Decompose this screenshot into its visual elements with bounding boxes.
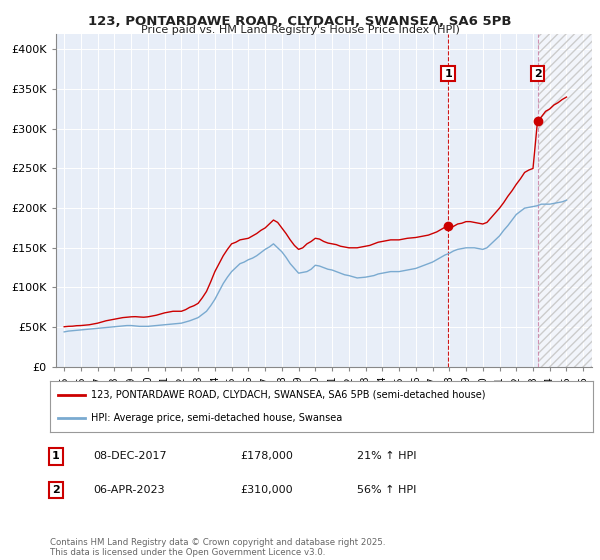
Bar	[538, 34, 592, 367]
Text: £310,000: £310,000	[240, 485, 293, 495]
Text: £178,000: £178,000	[240, 451, 293, 461]
Text: 21% ↑ HPI: 21% ↑ HPI	[357, 451, 416, 461]
Text: 2: 2	[533, 68, 541, 78]
Text: 08-DEC-2017: 08-DEC-2017	[93, 451, 167, 461]
Text: 123, PONTARDAWE ROAD, CLYDACH, SWANSEA, SA6 5PB (semi-detached house): 123, PONTARDAWE ROAD, CLYDACH, SWANSEA, …	[91, 390, 485, 400]
Text: 2: 2	[52, 485, 59, 495]
Text: 06-APR-2023: 06-APR-2023	[93, 485, 164, 495]
Text: 56% ↑ HPI: 56% ↑ HPI	[357, 485, 416, 495]
Text: 123, PONTARDAWE ROAD, CLYDACH, SWANSEA, SA6 5PB: 123, PONTARDAWE ROAD, CLYDACH, SWANSEA, …	[88, 15, 512, 27]
Text: HPI: Average price, semi-detached house, Swansea: HPI: Average price, semi-detached house,…	[91, 413, 342, 423]
Text: 1: 1	[52, 451, 59, 461]
Text: 1: 1	[444, 68, 452, 78]
Text: Contains HM Land Registry data © Crown copyright and database right 2025.
This d: Contains HM Land Registry data © Crown c…	[50, 538, 385, 557]
Text: Price paid vs. HM Land Registry's House Price Index (HPI): Price paid vs. HM Land Registry's House …	[140, 25, 460, 35]
